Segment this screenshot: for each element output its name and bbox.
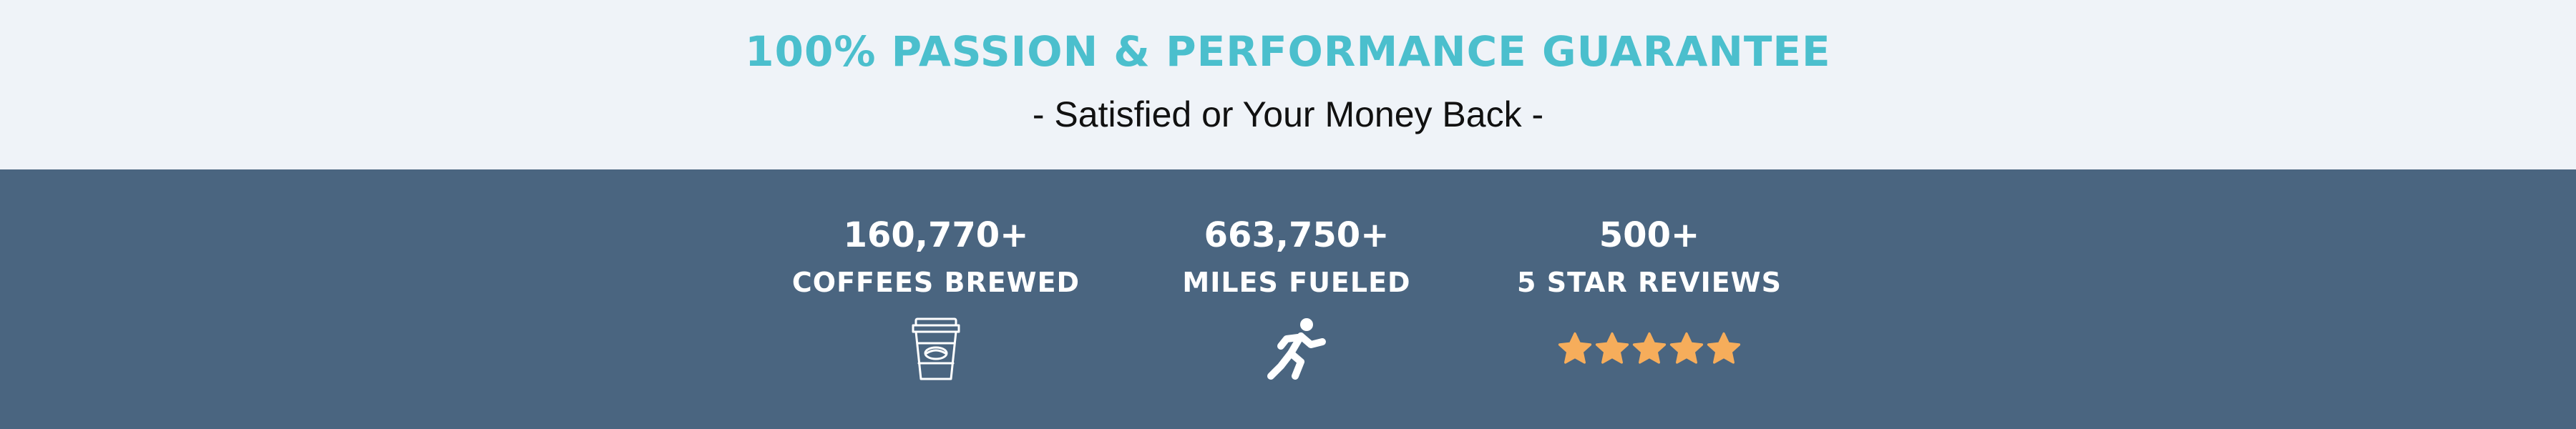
- runner-icon: [1132, 316, 1461, 388]
- star-rating: [1485, 316, 1814, 388]
- star-rating-stars: [1557, 332, 1742, 366]
- stat-label: 5 STAR REVIEWS: [1517, 267, 1782, 298]
- stat-label: COFFEES BREWED: [791, 267, 1080, 298]
- star-icon: [1669, 332, 1704, 364]
- guarantee-title: 100% PASSION & PERFORMANCE GUARANTEE: [745, 27, 1831, 76]
- stat-value: 663,750+: [1204, 215, 1390, 255]
- guarantee-header: 100% PASSION & PERFORMANCE GUARANTEE - S…: [0, 0, 2576, 169]
- stat-five-star-reviews: 500+ 5 STAR REVIEWS: [1485, 169, 1814, 429]
- stat-value: 500+: [1599, 215, 1700, 255]
- star-icon: [1595, 332, 1629, 364]
- guarantee-subtitle: - Satisfied or Your Money Back -: [1032, 94, 1544, 134]
- coffee-cup-icon: [771, 316, 1101, 388]
- stats-band: 160,770+ COFFEES BREWED 663,750+ MILES F…: [0, 169, 2576, 429]
- stat-miles-fueled: 663,750+ MILES FUELED: [1132, 169, 1461, 429]
- star-icon: [1707, 332, 1741, 364]
- stat-label: MILES FUELED: [1182, 267, 1411, 298]
- star-icon: [1558, 332, 1592, 364]
- stat-value: 160,770+: [843, 215, 1029, 255]
- star-icon: [1632, 332, 1667, 364]
- stat-coffees-brewed: 160,770+ COFFEES BREWED: [771, 169, 1101, 429]
